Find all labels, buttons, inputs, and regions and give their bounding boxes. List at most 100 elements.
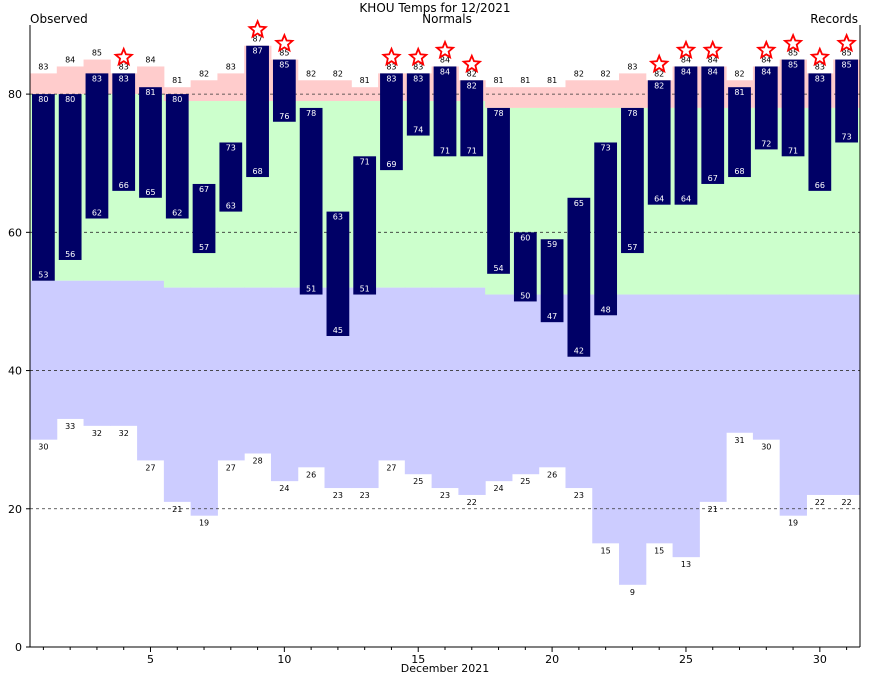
- observed-low-label: 65: [145, 188, 155, 197]
- record-high-label: 87: [252, 35, 262, 44]
- record-high-label: 83: [38, 62, 48, 71]
- observed-high-label: 78: [306, 109, 316, 118]
- record-low-band: [779, 294, 807, 516]
- observed-low-label: 67: [708, 174, 718, 183]
- observed-high-label: 73: [601, 143, 611, 152]
- record-low-label: 21: [172, 505, 182, 514]
- observed-high-label: 78: [493, 109, 503, 118]
- record-low-label: 23: [360, 491, 370, 500]
- record-low-band: [726, 294, 754, 433]
- x-tick-label: 25: [679, 653, 693, 666]
- observed-high-label: 65: [574, 199, 584, 208]
- observed-high-label: 83: [92, 74, 102, 83]
- record-low-label: 25: [413, 477, 423, 486]
- record-star-icon: [113, 46, 135, 67]
- observed-low-label: 71: [788, 146, 798, 155]
- observed-high-label: 59: [547, 240, 557, 249]
- observed-low-label: 62: [172, 209, 182, 218]
- observed-bar: [621, 107, 644, 254]
- legend-records: Records: [810, 12, 858, 26]
- observed-high-label: 81: [734, 88, 744, 97]
- observed-high-label: 85: [842, 61, 852, 70]
- observed-bar: [219, 142, 243, 212]
- record-high-label: 82: [306, 69, 316, 78]
- legend-observed: Observed: [30, 12, 88, 26]
- record-high-label: 81: [547, 76, 557, 85]
- observed-high-label: 84: [761, 67, 771, 76]
- record-high-band: [538, 87, 566, 108]
- record-high-label: 83: [815, 62, 825, 71]
- observed-bar: [58, 94, 82, 260]
- record-low-label: 9: [630, 588, 635, 597]
- record-star-icon: [675, 39, 697, 60]
- observed-low-label: 48: [601, 305, 611, 314]
- record-low-band: [592, 294, 620, 544]
- observed-high-label: 80: [38, 95, 48, 104]
- observed-bar: [326, 211, 350, 336]
- record-low-band: [163, 287, 192, 502]
- record-high-band: [190, 80, 218, 102]
- record-low-label: 22: [467, 498, 477, 507]
- record-low-label: 32: [92, 429, 102, 438]
- x-axis-label: December 2021: [401, 662, 490, 675]
- record-high-label: 82: [601, 69, 611, 78]
- record-high-label: 84: [708, 55, 718, 64]
- record-high-label: 81: [520, 76, 530, 85]
- observed-bar: [701, 66, 725, 184]
- observed-low-label: 73: [842, 132, 852, 141]
- observed-high-label: 82: [654, 81, 664, 90]
- y-tick-label: 60: [8, 226, 22, 239]
- record-high-label: 85: [92, 49, 102, 58]
- observed-low-label: 63: [226, 202, 236, 211]
- x-tick-label: 10: [277, 653, 291, 666]
- observed-low-label: 76: [279, 112, 289, 121]
- record-high-label: 85: [842, 49, 852, 58]
- observed-bar: [835, 59, 858, 143]
- record-low-label: 24: [493, 484, 503, 493]
- record-high-label: 84: [761, 55, 771, 64]
- record-low-band: [297, 287, 326, 468]
- x-tick-label: 30: [813, 653, 827, 666]
- observed-low-label: 71: [467, 146, 477, 155]
- record-low-label: 21: [708, 505, 718, 514]
- record-low-band: [833, 294, 861, 495]
- plot-area: 0 20 40 60 80 5 10 15 20 25 30 80 53 83 30 80 56 84 33 83 62…: [8, 18, 861, 666]
- record-high-label: 81: [172, 76, 182, 85]
- x-tick-label: 20: [545, 653, 559, 666]
- record-low-band: [404, 287, 433, 475]
- record-low-band: [30, 280, 58, 440]
- observed-high-label: 81: [145, 88, 155, 97]
- observed-high-label: 60: [520, 233, 530, 242]
- record-low-band: [485, 294, 513, 482]
- record-low-label: 22: [815, 498, 825, 507]
- record-low-band: [458, 287, 486, 495]
- record-high-label: 83: [226, 62, 236, 71]
- record-low-band: [56, 280, 85, 419]
- observed-high-label: 87: [252, 47, 262, 56]
- observed-bar: [272, 59, 296, 122]
- record-low-band: [511, 294, 540, 475]
- observed-bar: [192, 183, 216, 254]
- record-low-label: 22: [842, 498, 852, 507]
- record-low-label: 23: [574, 491, 584, 500]
- record-high-label: 82: [574, 69, 584, 78]
- chart-title: KHOU Temps for 12/2021: [359, 1, 510, 15]
- record-low-label: 25: [520, 477, 530, 486]
- observed-bar: [808, 73, 832, 191]
- record-high-band: [217, 73, 245, 102]
- record-low-band: [378, 287, 406, 461]
- observed-high-label: 84: [681, 67, 691, 76]
- record-low-label: 27: [386, 463, 396, 472]
- record-low-band: [270, 287, 299, 482]
- record-star-icon: [836, 32, 857, 53]
- record-low-label: 26: [547, 470, 557, 479]
- observed-low-label: 66: [119, 181, 129, 190]
- record-low-label: 27: [145, 463, 155, 472]
- observed-high-label: 80: [172, 95, 182, 104]
- record-high-label: 83: [386, 62, 396, 71]
- record-high-label: 84: [440, 55, 450, 64]
- record-low-band: [83, 280, 111, 426]
- record-high-label: 82: [199, 69, 209, 78]
- record-low-band: [431, 287, 459, 489]
